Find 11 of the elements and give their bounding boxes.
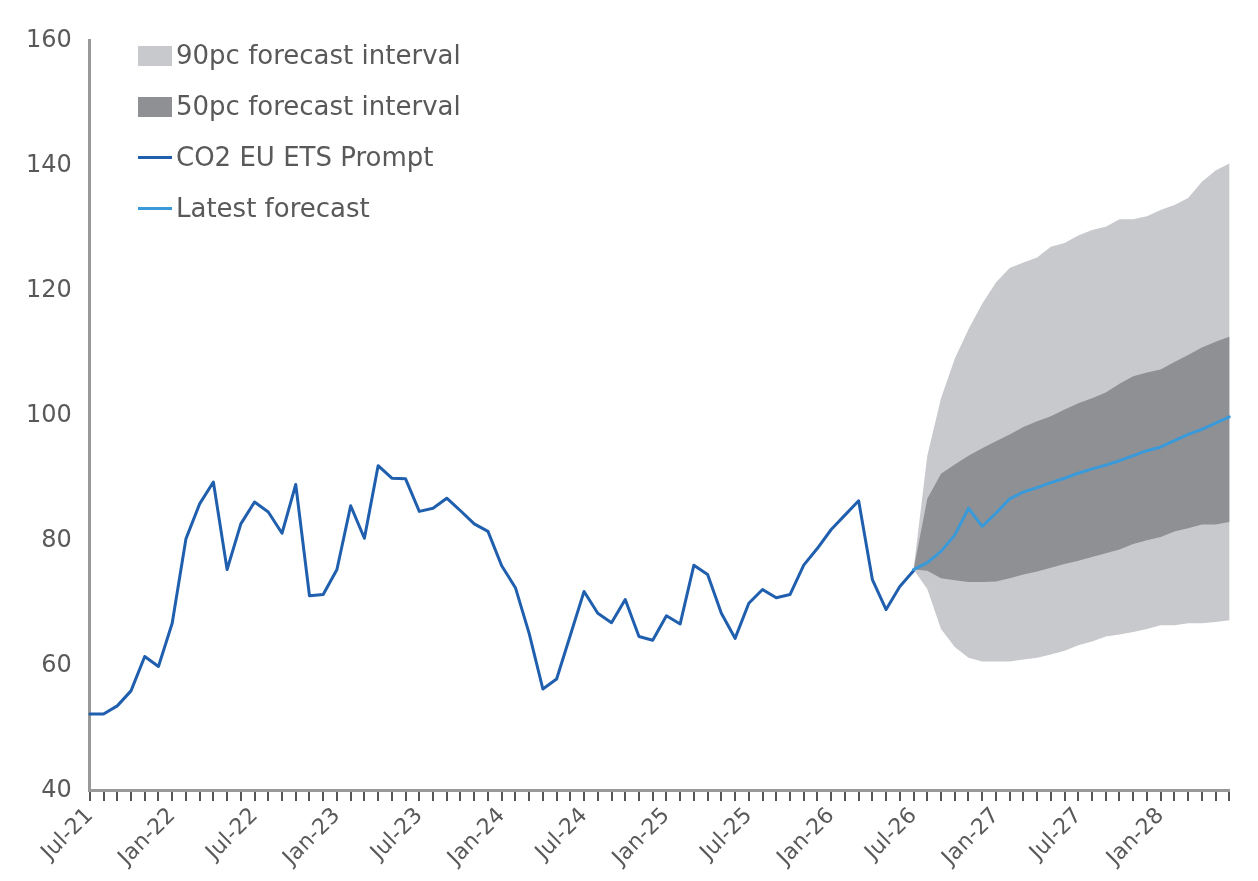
y-tick-label: 100 bbox=[26, 399, 72, 428]
legend-label: Latest forecast bbox=[176, 192, 370, 225]
legend-label: 90pc forecast interval bbox=[176, 39, 461, 72]
y-tick-label: 40 bbox=[41, 775, 72, 804]
y-tick-label: 140 bbox=[26, 149, 72, 178]
legend-label: CO2 EU ETS Prompt bbox=[176, 141, 434, 174]
y-tick-label: 80 bbox=[41, 525, 72, 553]
y-tick-label: 120 bbox=[26, 274, 72, 303]
legend-label: 50pc forecast interval bbox=[176, 90, 461, 123]
y-tick-label: 160 bbox=[26, 24, 72, 53]
y-tick-label: 60 bbox=[41, 650, 72, 679]
